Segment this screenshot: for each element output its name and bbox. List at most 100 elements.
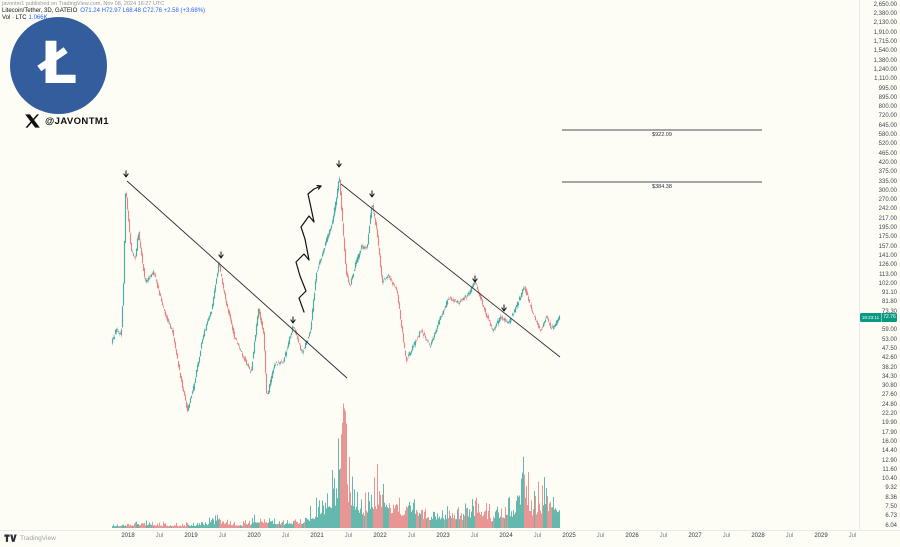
price-tick: 995.00 xyxy=(878,85,897,92)
price-tick: 141.00 xyxy=(878,252,897,259)
price-tick: 12.90 xyxy=(881,457,897,464)
trendlines[interactable] xyxy=(126,180,561,379)
volume-legend[interactable]: Vol · LTC 1.066K xyxy=(2,15,48,21)
x-twitter-icon xyxy=(25,114,40,128)
time-tick-month: Jul xyxy=(470,533,479,539)
price-tick: 9.32 xyxy=(885,485,897,492)
time-tick-year: 2028 xyxy=(751,533,765,539)
price-tick: 38.20 xyxy=(881,364,897,371)
time-tick-year: 2018 xyxy=(121,533,135,539)
price-tick: 7.50 xyxy=(885,504,897,510)
price-tick: 91.10 xyxy=(881,290,897,297)
x-handle: @JAVONTM1 xyxy=(45,115,109,127)
price-tick: 59.00 xyxy=(881,327,897,334)
time-axis-border xyxy=(0,530,900,531)
svg-text:$384.38: $384.38 xyxy=(652,184,672,190)
symbol-title: Litecoin/Tether, 3D, GATEIO xyxy=(2,8,78,14)
time-tick-year: 2029 xyxy=(814,533,828,539)
hand-drawn-wave-arrow[interactable] xyxy=(295,185,322,313)
time-tick-month: Jul xyxy=(155,533,164,539)
price-tick: 895.00 xyxy=(878,94,897,101)
time-tick-month: Jul xyxy=(281,533,290,539)
price-tick: 11.60 xyxy=(882,466,897,473)
price-tick: 2,650.00 xyxy=(873,1,897,8)
price-tick: 580.00 xyxy=(878,132,897,138)
time-tick-year: 2020 xyxy=(247,533,261,539)
price-tick: 2,130.00 xyxy=(873,20,897,27)
time-tick-year: 2026 xyxy=(625,533,639,539)
author-social: @JAVONTM1 xyxy=(25,114,109,128)
published-attribution: javontm1 published on TradingView.com, N… xyxy=(2,1,165,7)
last-price-label: 19:23:11 72.76 xyxy=(860,313,897,322)
tradingview-logo-icon xyxy=(4,534,17,542)
price-tick: 1,540.00 xyxy=(873,48,897,55)
price-tick: 375.00 xyxy=(878,169,897,176)
price-tick: 2,380.00 xyxy=(873,11,897,18)
price-tick: 1,910.00 xyxy=(873,29,897,36)
litecoin-glyph: Ł xyxy=(39,28,78,97)
time-tick-month: Jul xyxy=(533,533,542,539)
price-tick: 19.90 xyxy=(881,420,897,427)
time-tick-month: Jul xyxy=(407,533,416,539)
time-tick-year: 2019 xyxy=(184,533,198,539)
price-tick: 645.00 xyxy=(878,122,897,129)
price-tick: 300.00 xyxy=(878,187,897,194)
price-tick: 335.00 xyxy=(878,178,897,185)
time-tick-year: 2023 xyxy=(436,533,450,539)
time-tick-month: Jul xyxy=(848,533,857,539)
price-tick: 81.80 xyxy=(881,299,897,306)
time-tick-month: Jul xyxy=(785,533,794,539)
price-tick: 6.73 xyxy=(885,513,897,520)
price-tick: 14.40 xyxy=(881,448,897,455)
price-tick: 24.80 xyxy=(881,401,897,408)
price-tick: 8.36 xyxy=(885,494,897,501)
price-level-rays[interactable]: $922.09 $384.38 xyxy=(562,129,762,190)
time-tick-year: 2027 xyxy=(688,533,702,539)
candlestick-series xyxy=(111,176,561,413)
watermark-text: TradingView xyxy=(20,535,56,542)
price-tick: 195.00 xyxy=(878,225,897,231)
time-tick-month: Jul xyxy=(218,533,227,539)
price-tick: 720.00 xyxy=(878,113,897,120)
price-tick: 53.00 xyxy=(881,336,897,343)
time-tick-year: 2021 xyxy=(310,533,324,539)
price-tick: 6.04 xyxy=(885,522,897,529)
price-tick: 1,110.00 xyxy=(874,76,897,83)
price-tick: 22.20 xyxy=(881,411,897,417)
time-tick-month: Jul xyxy=(722,533,731,539)
price-tick: 270.00 xyxy=(878,197,897,204)
price-tick: 113.00 xyxy=(879,271,897,278)
price-tick: 420.00 xyxy=(878,159,897,166)
pivot-arrow-markers[interactable] xyxy=(123,160,507,324)
volume-series xyxy=(112,403,560,528)
time-tick-month: Jul xyxy=(596,533,605,539)
ohlc-values: O71.24 H72.97 L68.48 C72.76 +2.58 (+3.68… xyxy=(80,8,206,14)
price-tick: 47.50 xyxy=(881,345,897,352)
price-tick: 800.00 xyxy=(878,104,897,111)
price-tick: 1,715.00 xyxy=(873,39,897,45)
price-tick: 16.00 xyxy=(881,438,897,445)
price-tick: 102.00 xyxy=(878,280,897,287)
price-axis-border xyxy=(859,0,860,531)
price-tick: 126.00 xyxy=(878,262,897,269)
volume-label: Vol · LTC xyxy=(2,15,27,21)
symbol-legend[interactable]: Litecoin/Tether, 3D, GATEIO O71.24 H72.97… xyxy=(2,8,205,14)
price-tick: 242.00 xyxy=(878,206,897,213)
last-price-value: 72.76 xyxy=(883,314,896,320)
price-tick: 157.00 xyxy=(878,243,897,250)
price-tick: 73.30 xyxy=(881,308,897,315)
time-tick-year: 2022 xyxy=(373,533,387,539)
price-tick: 42.60 xyxy=(881,355,897,362)
price-tick: 30.80 xyxy=(881,383,897,390)
volume-value: 1.066K xyxy=(28,15,48,21)
price-tick: 465.00 xyxy=(878,150,897,157)
tradingview-watermark: TradingView xyxy=(4,534,56,543)
price-tick: 217.00 xyxy=(878,215,897,222)
time-tick-year: 2024 xyxy=(499,533,513,539)
price-tick: 10.40 xyxy=(881,476,897,483)
litecoin-logo: Ł xyxy=(10,17,107,114)
price-tick: 175.00 xyxy=(878,234,897,241)
bar-countdown: 19:23:11 xyxy=(860,313,882,322)
price-tick: 1,380.00 xyxy=(873,57,897,64)
price-tick: 17.90 xyxy=(881,429,897,436)
